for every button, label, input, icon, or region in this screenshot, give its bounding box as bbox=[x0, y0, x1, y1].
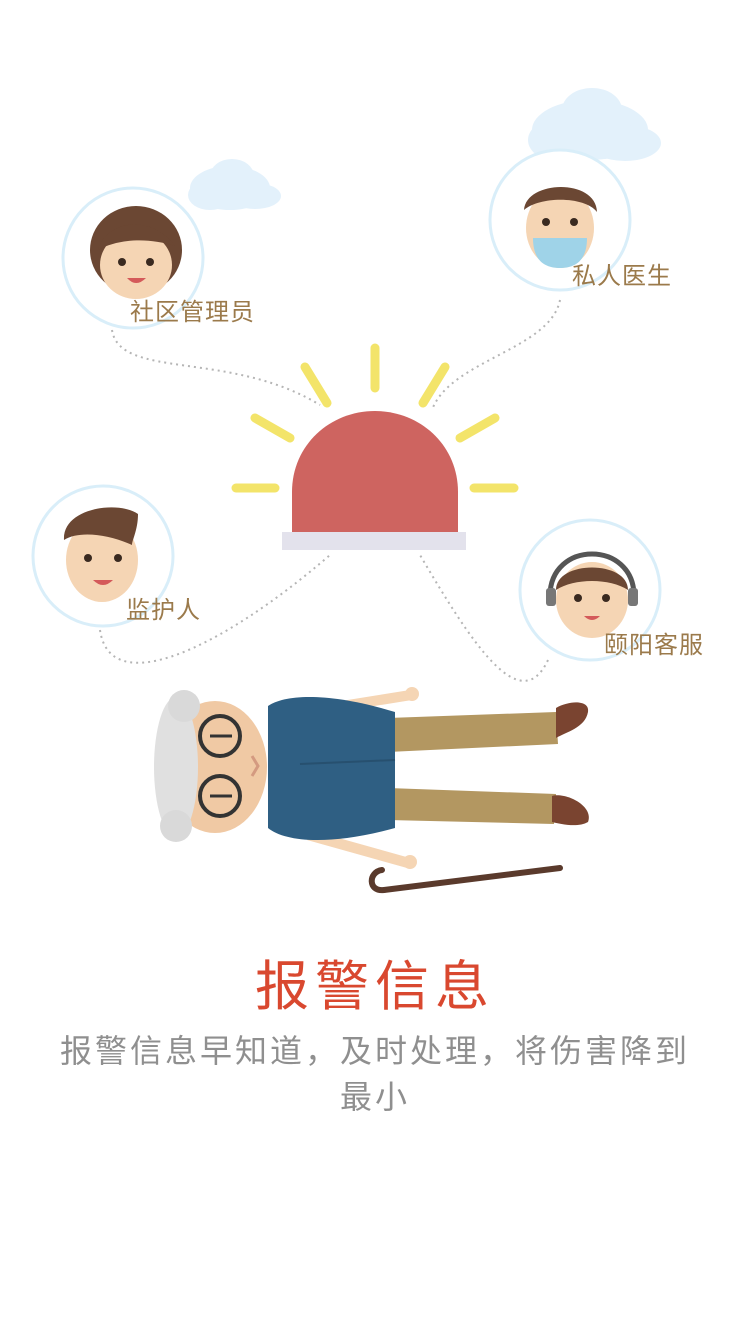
cloud-icon bbox=[188, 159, 281, 210]
page-title: 报警信息 bbox=[255, 955, 495, 1018]
alarm-rays bbox=[231, 343, 519, 493]
alarm-lamp-icon bbox=[282, 411, 466, 550]
cloud-icon bbox=[528, 88, 661, 162]
node-label-customer-service: 颐阳客服 bbox=[604, 631, 704, 659]
node-label-private-doctor: 私人医生 bbox=[572, 262, 672, 290]
cane-icon bbox=[368, 865, 563, 894]
node-label-community-manager: 社区管理员 bbox=[130, 298, 255, 326]
node-label-guardian: 监护人 bbox=[126, 596, 201, 624]
avatar-guardian bbox=[31, 484, 175, 628]
alarm-illustration bbox=[31, 88, 662, 894]
connector-lines bbox=[99, 299, 561, 682]
avatar-community-manager bbox=[61, 186, 205, 330]
elderly-man-illustration bbox=[154, 687, 589, 869]
avatar-customer-service bbox=[518, 518, 662, 662]
avatar-private-doctor bbox=[488, 148, 632, 292]
page-description: 报警信息早知道，及时处理，将伤害降到最小 bbox=[60, 1032, 691, 1116]
